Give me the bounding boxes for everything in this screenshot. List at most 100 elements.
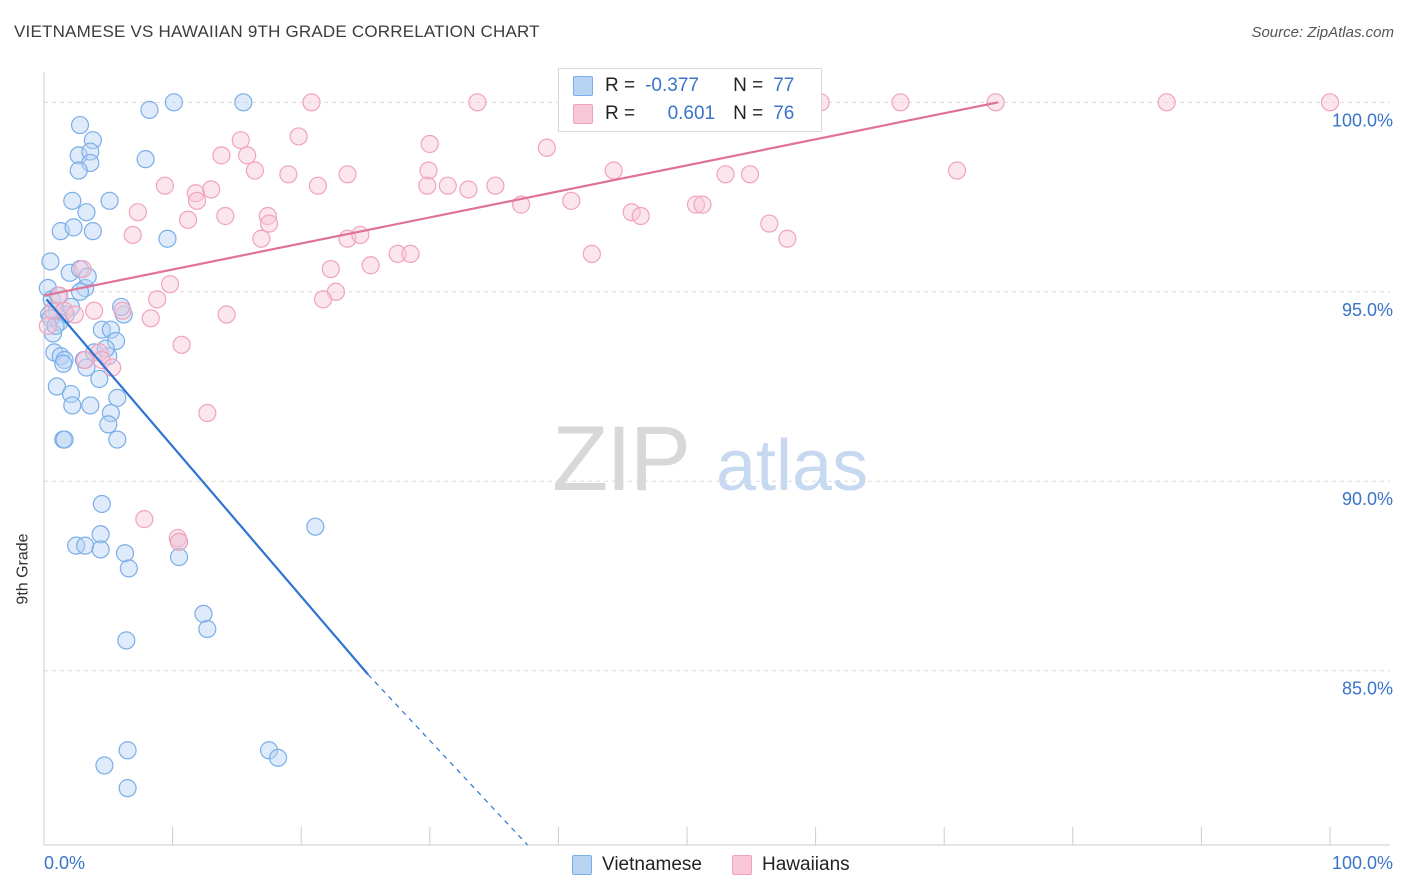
point-hawaiians (289, 127, 308, 146)
y-tick-label: 90.0% (1342, 489, 1393, 509)
point-hawaiians (148, 290, 167, 309)
x-tick-label-min: 0.0% (44, 853, 85, 873)
point-vietnamese (268, 748, 288, 767)
legend-r-value-vietnamese: -0.377 (645, 75, 699, 96)
y-tick-label: 100.0% (1332, 110, 1393, 130)
point-vietnamese (91, 540, 110, 559)
point-hawaiians (258, 206, 277, 226)
point-hawaiians (537, 138, 556, 157)
point-vietnamese (119, 559, 138, 578)
point-hawaiians (172, 335, 191, 354)
point-hawaiians (459, 180, 478, 199)
point-vietnamese (46, 316, 65, 335)
point-vietnamese (108, 388, 127, 407)
legend-swatch-vietnamese (572, 855, 592, 875)
point-hawaiians (947, 161, 967, 180)
point-hawaiians (217, 305, 236, 324)
trend-line-hawaiians (43, 101, 999, 297)
point-hawaiians (212, 146, 231, 165)
point-vietnamese (118, 779, 137, 798)
point-hawaiians (302, 93, 321, 112)
chart-title: VIETNAMESE VS HAWAIIAN 9TH GRADE CORRELA… (14, 22, 540, 41)
legend-swatch-vietnamese (573, 76, 593, 96)
point-hawaiians (716, 165, 735, 184)
point-hawaiians (178, 210, 198, 229)
point-hawaiians (186, 184, 205, 203)
point-vietnamese (118, 741, 137, 760)
point-hawaiians (321, 259, 340, 279)
point-hawaiians (486, 176, 505, 195)
point-hawaiians (562, 191, 581, 210)
point-vietnamese (70, 115, 90, 135)
point-vietnamese (95, 756, 114, 775)
point-hawaiians (1157, 93, 1176, 112)
legend-item-hawaiians[interactable]: Hawaiians (732, 854, 850, 876)
point-vietnamese (306, 517, 325, 536)
point-hawaiians (582, 244, 601, 263)
point-hawaiians (238, 146, 257, 165)
point-vietnamese (117, 631, 136, 650)
point-hawaiians (85, 301, 104, 320)
point-vietnamese (234, 93, 253, 112)
point-hawaiians (135, 510, 154, 529)
point-hawaiians (65, 305, 84, 324)
point-vietnamese (108, 430, 127, 449)
point-hawaiians (231, 131, 250, 150)
point-vietnamese (194, 604, 213, 623)
point-hawaiians (216, 206, 235, 226)
point-vietnamese (64, 218, 83, 237)
point-hawaiians (419, 161, 438, 180)
point-vietnamese (169, 547, 189, 567)
point-hawaiians (313, 290, 333, 309)
point-vietnamese (101, 320, 120, 339)
point-vietnamese (198, 619, 217, 639)
point-hawaiians (760, 214, 779, 233)
point-hawaiians (245, 161, 265, 180)
legend-r-label: R = (605, 75, 636, 96)
point-hawaiians (468, 93, 487, 112)
point-hawaiians (891, 93, 910, 112)
x-tick-labels: 0.0% 100.0% (44, 853, 1393, 873)
y-tick-labels: 100.0% 95.0% 90.0% 85.0% (1332, 110, 1393, 698)
point-hawaiians (76, 350, 95, 370)
point-hawaiians (338, 165, 357, 184)
point-vietnamese (92, 494, 111, 514)
trend-line-vietnamese (45, 298, 369, 676)
point-hawaiians (50, 286, 69, 305)
point-hawaiians (693, 195, 712, 214)
point-vietnamese (99, 415, 118, 434)
point-vietnamese (106, 331, 126, 351)
point-vietnamese (69, 161, 88, 180)
point-hawaiians (38, 316, 57, 335)
point-hawaiians (740, 165, 760, 184)
point-hawaiians (778, 229, 797, 248)
y-axis-label-wrap: 9th Grade (15, 520, 38, 620)
point-hawaiians (160, 275, 180, 294)
point-vietnamese (55, 430, 74, 449)
chart-source: Source: ZipAtlas.com (1251, 24, 1394, 41)
legend-label-vietnamese: Vietnamese (602, 854, 702, 875)
x-tick-label-max: 100.0% (1332, 853, 1393, 873)
legend-item-vietnamese[interactable]: Vietnamese (572, 854, 702, 876)
y-tick-label: 95.0% (1342, 300, 1393, 320)
legend-row-hawaiians: R = 0.601 N = 76 (573, 101, 794, 127)
point-vietnamese (100, 191, 119, 210)
point-vietnamese (47, 377, 66, 396)
correlation-legend: R = -0.377 N = 77 R = 0.601 N = 76 (558, 68, 822, 132)
point-hawaiians (418, 176, 437, 195)
point-vietnamese (77, 203, 96, 222)
point-vietnamese (81, 396, 100, 415)
watermark-zip: ZIP (552, 408, 689, 510)
legend-row-vietnamese: R = -0.377 N = 77 (573, 73, 794, 99)
point-vietnamese (136, 150, 155, 169)
point-hawaiians (155, 176, 174, 195)
y-tick-label: 85.0% (1342, 679, 1393, 699)
series-legend: Vietnamese Hawaiians (572, 852, 880, 878)
legend-n-label: N = (733, 75, 764, 96)
point-hawaiians (259, 214, 279, 233)
point-hawaiians (202, 180, 221, 199)
point-hawaiians (73, 259, 92, 279)
point-hawaiians (128, 203, 147, 222)
trend-extension-vietnamese (367, 674, 528, 846)
point-vietnamese (63, 396, 82, 415)
